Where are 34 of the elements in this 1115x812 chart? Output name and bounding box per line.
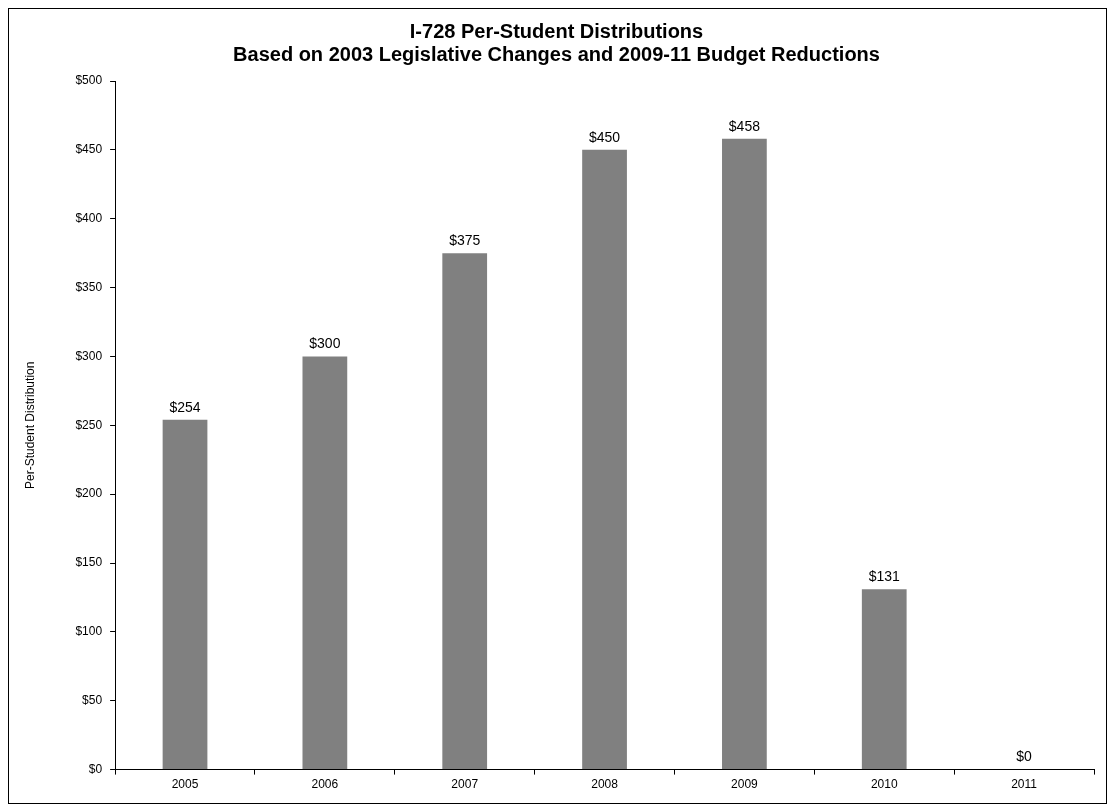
x-tick-label: 2011 — [1011, 777, 1038, 792]
text: I-728 Per-Student Distributions — [409, 20, 704, 43]
bar — [442, 253, 488, 770]
x-tick-label: 2009 — [731, 777, 759, 792]
text: Based on 2003 Legislative Changes and 2009-11 Budget Reductions — [233, 43, 880, 66]
data-label: $0 — [1016, 748, 1033, 765]
y-tick-label: $250 — [75, 417, 103, 432]
bar — [162, 419, 208, 770]
bar — [722, 138, 767, 770]
x-tick-label: 2006 — [311, 777, 339, 792]
y-tick-label: $100 — [75, 624, 103, 639]
y-tick-label: $50 — [82, 693, 103, 708]
x-tick-label: 2005 — [171, 777, 199, 792]
y-tick-label: $200 — [75, 486, 103, 501]
y-tick-label: $450 — [75, 142, 103, 157]
y-tick-label: $500 — [75, 73, 103, 88]
data-label: $450 — [588, 128, 621, 145]
y-tick-label: $0 — [88, 761, 103, 776]
y-tick-label: $150 — [75, 555, 103, 570]
bar — [582, 149, 627, 770]
bar — [861, 589, 907, 770]
data-label: $300 — [309, 335, 341, 352]
data-label: $131 — [868, 568, 901, 585]
y-tick-label: $300 — [75, 348, 103, 363]
bar — [302, 356, 348, 770]
x-tick-label: 2007 — [451, 777, 479, 792]
data-label: $375 — [449, 232, 481, 249]
y-axis-title: Per-Student Distribution — [22, 361, 37, 489]
data-label: $458 — [728, 117, 761, 134]
x-tick-label: 2010 — [870, 777, 898, 792]
y-tick-label: $400 — [75, 211, 103, 226]
y-tick-label: $350 — [75, 279, 103, 294]
data-label: $254 — [169, 398, 201, 415]
x-tick-label: 2008 — [591, 777, 619, 792]
